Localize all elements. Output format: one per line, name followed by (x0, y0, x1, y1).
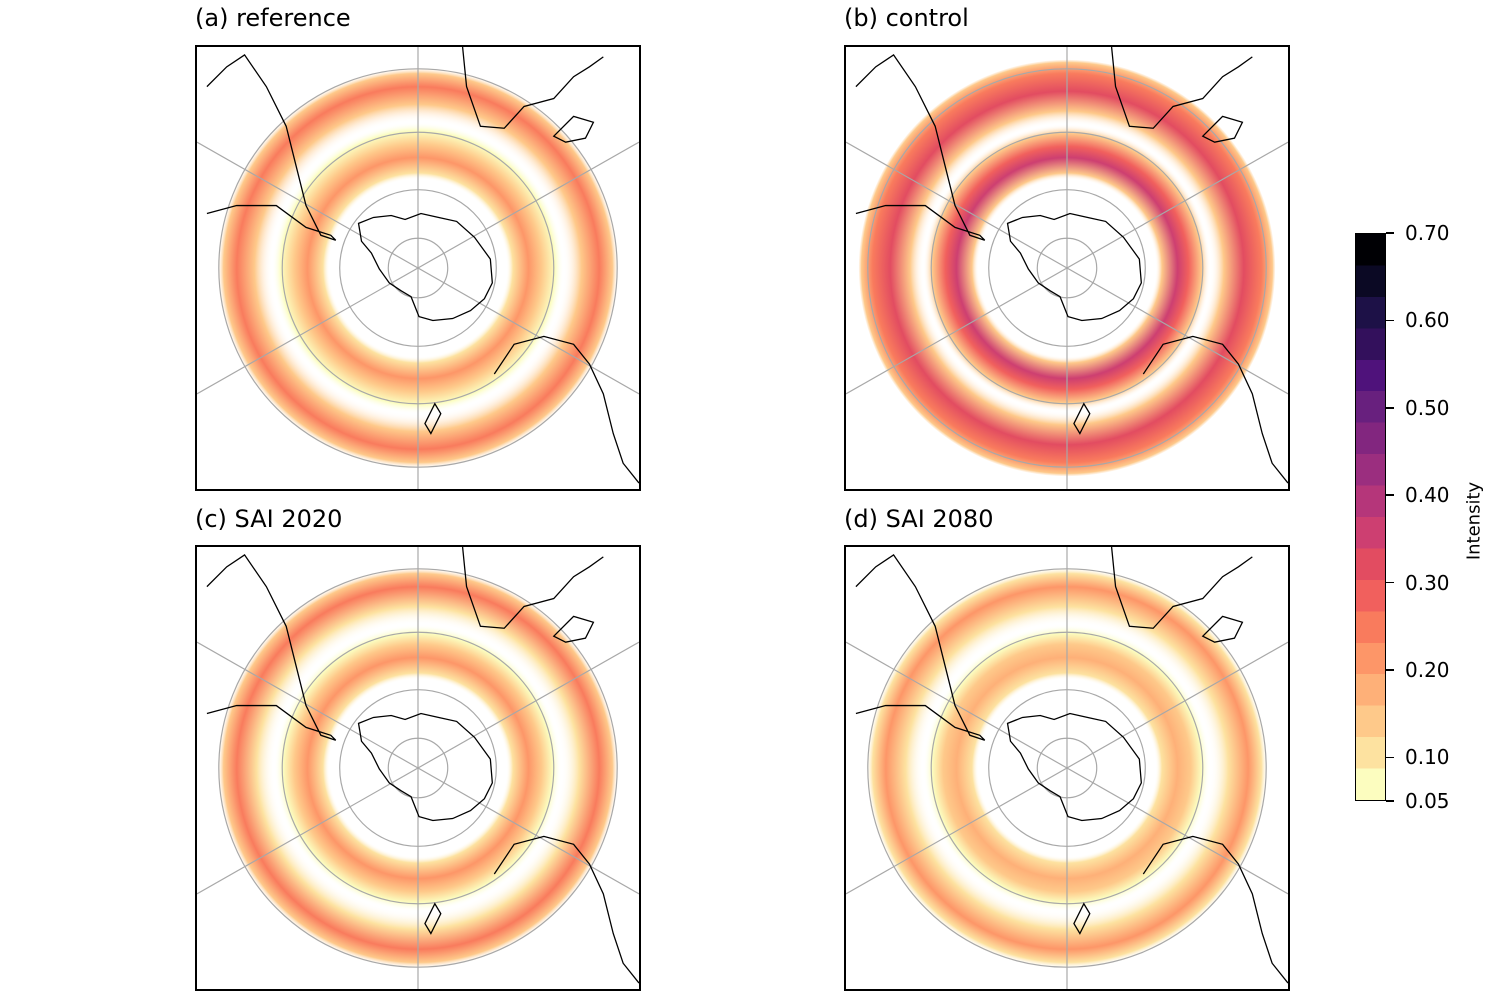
colorbar-tick-label: 0.40 (1405, 483, 1450, 508)
map-panel-control (844, 45, 1290, 491)
colorbar-tick-label: 0.60 (1405, 308, 1450, 333)
colorbar-tick-label: 0.50 (1405, 395, 1450, 420)
colorbar-tick-label: 0.20 (1405, 657, 1450, 682)
colorbar-tick (1386, 319, 1394, 322)
panel-title-c: (c) SAI 2020 (195, 505, 343, 533)
colorbar (1355, 233, 1386, 801)
map-panel-sai-2080 (844, 545, 1290, 991)
map-panel-sai-2020 (195, 545, 641, 991)
colorbar-tick-label: 0.30 (1405, 570, 1450, 595)
colorbar-tick (1386, 494, 1394, 496)
colorbar-tick (1386, 407, 1394, 409)
colorbar-tick (1386, 756, 1394, 759)
polar-map-sai-2020 (197, 547, 639, 989)
colorbar-tick-label: 0.70 (1405, 221, 1450, 245)
colorbar-label: Intensity (1463, 481, 1485, 561)
colorbar-tick (1386, 581, 1394, 584)
panel-title-a: (a) reference (195, 4, 351, 32)
polar-map-control (846, 47, 1288, 489)
panel-title-d: (d) SAI 2080 (844, 505, 994, 533)
polar-map-reference (197, 47, 639, 489)
panel-title-b: (b) control (844, 4, 969, 32)
map-panel-reference (195, 45, 641, 491)
colorbar-tick (1386, 232, 1394, 234)
colorbar-tick-label: 0.05 (1405, 789, 1450, 813)
polar-map-sai-2080 (846, 547, 1288, 989)
colorbar-tick-label: 0.10 (1405, 745, 1450, 770)
colorbar-tick (1386, 669, 1394, 671)
colorbar-tick (1386, 800, 1394, 802)
